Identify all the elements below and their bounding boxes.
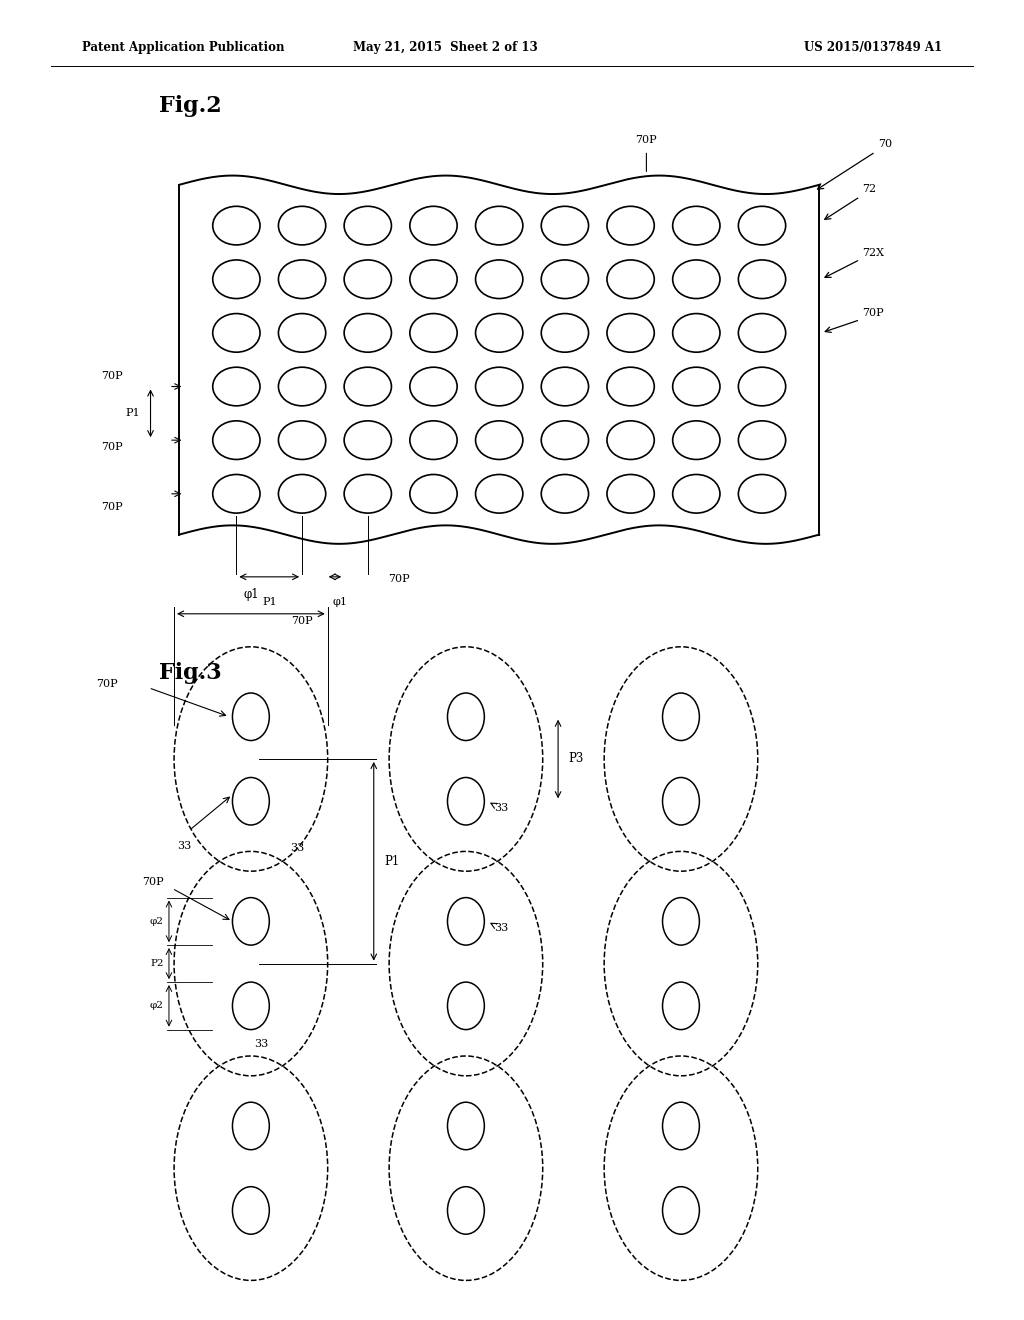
Text: 70P: 70P <box>101 371 123 381</box>
Text: P1: P1 <box>384 855 399 867</box>
Text: 33: 33 <box>495 923 509 933</box>
Text: 70P: 70P <box>291 616 313 627</box>
Text: 33: 33 <box>495 803 509 813</box>
Text: Fig.2: Fig.2 <box>159 95 221 116</box>
Text: 72X: 72X <box>862 248 884 259</box>
Text: 70P: 70P <box>636 135 657 145</box>
Text: P3: P3 <box>568 752 584 766</box>
Text: 72: 72 <box>862 183 877 194</box>
Text: φ1: φ1 <box>243 587 259 601</box>
Text: 70P: 70P <box>142 876 164 887</box>
Text: May 21, 2015  Sheet 2 of 13: May 21, 2015 Sheet 2 of 13 <box>353 41 538 54</box>
Text: 70P: 70P <box>96 678 118 689</box>
Text: φ2: φ2 <box>150 1002 164 1010</box>
Text: Patent Application Publication: Patent Application Publication <box>82 41 285 54</box>
Text: US 2015/0137849 A1: US 2015/0137849 A1 <box>804 41 942 54</box>
Text: P1: P1 <box>126 408 140 418</box>
Text: 70P: 70P <box>862 309 884 318</box>
Text: 70: 70 <box>879 139 893 149</box>
Text: P1: P1 <box>262 597 276 607</box>
Text: 70P: 70P <box>388 574 410 585</box>
Text: φ1: φ1 <box>333 597 347 607</box>
Text: 33: 33 <box>290 843 304 854</box>
Text: φ2: φ2 <box>150 917 164 925</box>
Text: Fig.3: Fig.3 <box>159 663 221 684</box>
Text: 33: 33 <box>177 841 191 851</box>
Text: 70P: 70P <box>101 502 123 512</box>
Text: 33: 33 <box>254 1039 268 1049</box>
Text: P2: P2 <box>151 960 164 968</box>
Text: 70P: 70P <box>101 442 123 451</box>
